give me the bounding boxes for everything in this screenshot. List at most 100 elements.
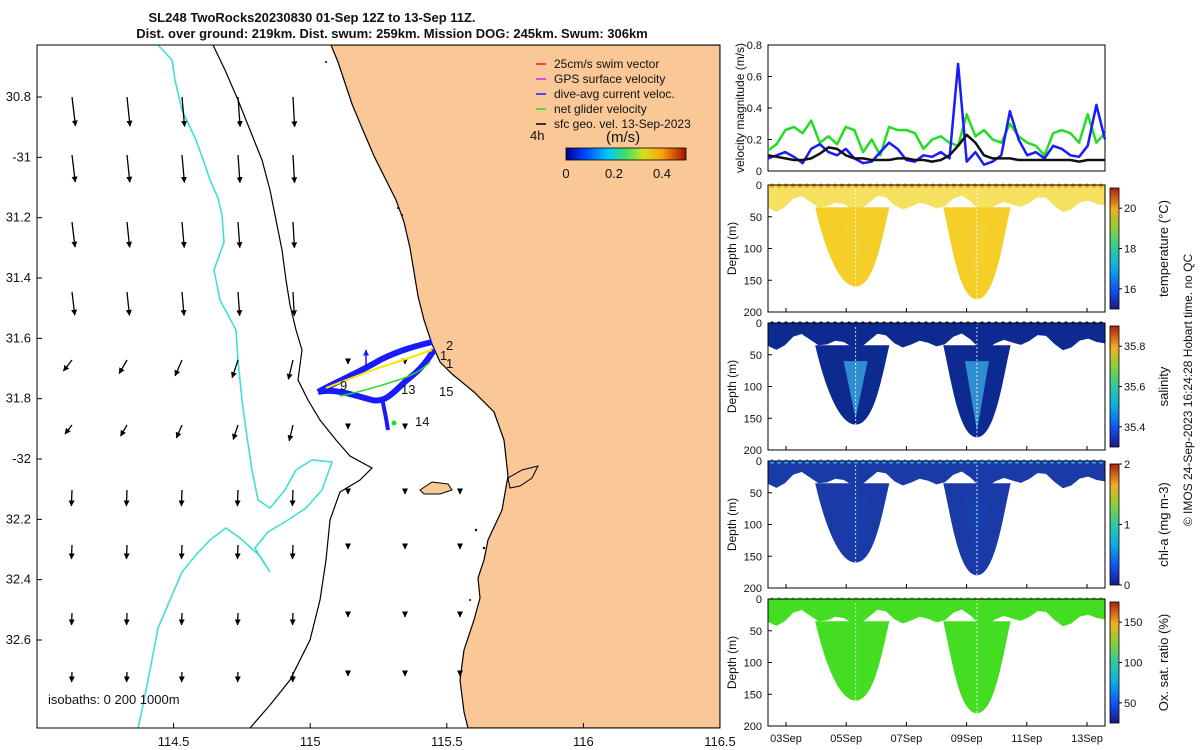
- vel-y-tick-label: 0.6: [747, 72, 762, 84]
- colorbar-tick-label: 20: [1124, 203, 1136, 215]
- colorbar-label: (m/s): [606, 129, 640, 146]
- sample-point: [1070, 597, 1076, 602]
- sample-point: [1056, 459, 1062, 464]
- colorbar-tick: 0.4: [653, 166, 671, 181]
- y-tick-label: -32: [12, 451, 31, 466]
- sample-point: [1098, 321, 1104, 326]
- sample-point: [993, 183, 999, 188]
- day-label: 9: [340, 378, 347, 393]
- current-vector-field: [62, 96, 463, 683]
- sample-point: [944, 459, 950, 464]
- section-dive-core: [843, 361, 868, 419]
- colorbar-tick-label: 35.4: [1124, 422, 1145, 434]
- sample-point: [965, 183, 971, 188]
- x-tick-label: 116: [573, 734, 594, 749]
- sample-point: [888, 597, 894, 602]
- sample-point: [1007, 597, 1013, 602]
- sample-point: [832, 459, 838, 464]
- vel-y-tick-label: 0: [756, 166, 762, 178]
- sample-point: [923, 321, 929, 326]
- sample-point: [930, 459, 936, 464]
- sample-point: [986, 459, 992, 464]
- sample-point: [902, 183, 908, 188]
- sample-point: [930, 597, 936, 602]
- sample-point: [1070, 459, 1076, 464]
- sample-point: [979, 459, 985, 464]
- section-colorbar: [1109, 463, 1120, 586]
- sample-point: [1056, 183, 1062, 188]
- current-vector: [236, 154, 243, 184]
- sample-point: [790, 183, 796, 188]
- current-vector: [231, 359, 239, 379]
- sample-point: [923, 597, 929, 602]
- colorbar-label: chl-a (mg m-3): [1156, 482, 1171, 567]
- current-vector: [180, 221, 187, 249]
- sample-point: [944, 183, 950, 188]
- sample-point: [881, 459, 887, 464]
- sample-point: [958, 321, 964, 326]
- section-surface-layer: [768, 323, 1105, 351]
- sample-point: [930, 321, 936, 326]
- legend-label: dive-avg current veloc.: [554, 87, 675, 101]
- colorbar-label: temperature (°C): [1156, 200, 1171, 297]
- depth-tick-label: 200: [744, 721, 762, 733]
- sample-point: [804, 597, 810, 602]
- scale-label: 4h: [530, 128, 544, 143]
- sample-point: [853, 183, 859, 188]
- sample-point: [846, 321, 852, 326]
- sample-point: [1049, 183, 1055, 188]
- sample-point: [902, 321, 908, 326]
- sample-point: [874, 321, 880, 326]
- sample-point: [1077, 183, 1083, 188]
- map-x-axis: 114.5 115 115.5 116 116.5: [158, 723, 736, 749]
- sample-point: [888, 183, 894, 188]
- current-vector: [236, 221, 243, 249]
- sample-point: [1007, 183, 1013, 188]
- sample-point: [1098, 597, 1104, 602]
- y-tick-label: 31.4: [6, 270, 31, 285]
- section-colorbar: [1109, 325, 1120, 448]
- sample-point: [853, 597, 859, 602]
- y-tick-label: 31.6: [6, 330, 31, 345]
- sample-point: [888, 321, 894, 326]
- sample-point: [937, 321, 943, 326]
- section-colorbar: [1109, 601, 1120, 724]
- current-vector: [123, 544, 130, 560]
- sample-point: [818, 597, 824, 602]
- colorbar-tick-label: 18: [1124, 244, 1136, 256]
- sample-point: [965, 597, 971, 602]
- time-tick-label: 11Sep: [1011, 733, 1042, 745]
- sample-point: [1077, 321, 1083, 326]
- day-labels: 2 1 1 9 13 15 14: [340, 338, 453, 429]
- sample-point: [811, 459, 817, 464]
- sample-point: [804, 321, 810, 326]
- sample-point: [909, 183, 915, 188]
- x-tick-label: 115.5: [431, 734, 463, 749]
- sample-point: [937, 459, 943, 464]
- current-vector: [71, 154, 78, 183]
- sample-point: [916, 597, 922, 602]
- sample-point: [846, 459, 852, 464]
- credit-text: © IMOS 24-Sep-2023 16:24:28 Hobart time.…: [1181, 254, 1195, 527]
- glider-track: [316, 339, 437, 431]
- sample-point: [825, 183, 831, 188]
- sample-point: [937, 597, 943, 602]
- sample-point: [923, 183, 929, 188]
- sample-point: [783, 321, 789, 326]
- sample-point: [909, 597, 915, 602]
- sample-point: [853, 321, 859, 326]
- sample-point: [1084, 321, 1090, 326]
- sample-point: [1070, 183, 1076, 188]
- sample-point: [790, 321, 796, 326]
- sample-point: [951, 183, 957, 188]
- current-vector: [291, 154, 298, 184]
- title-line-2: Dist. over ground: 219km. Dist. swum: 25…: [136, 26, 648, 41]
- sample-point: [951, 597, 957, 602]
- sample-point: [797, 183, 803, 188]
- isobath-label: isobaths: 0 200 1000m: [48, 692, 180, 707]
- section-panel: 0 50 100 150 200 Depth (m) 20 18 16 temperature (…: [725, 180, 1171, 319]
- sample-point: [818, 183, 824, 188]
- day-label: 1: [446, 356, 453, 371]
- sample-point: [1014, 459, 1020, 464]
